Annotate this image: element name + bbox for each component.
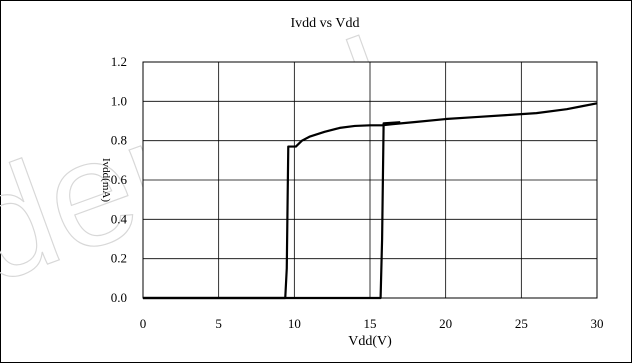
x-tick-label: 0 [140, 316, 147, 331]
x-tick-label: 10 [288, 316, 301, 331]
x-axis-title: Vdd(V) [348, 334, 392, 349]
series-line-2 [143, 121, 401, 300]
grid-lines [143, 62, 597, 298]
x-tick-label: 25 [515, 316, 528, 331]
y-tick-label: 0.4 [111, 211, 128, 226]
y-axis-title: Ivdd(mA) [100, 158, 112, 202]
y-tick-label: 0.0 [111, 290, 127, 305]
series-lines [143, 102, 598, 300]
x-tick-label: 20 [439, 316, 452, 331]
y-tick-label: 0.2 [111, 251, 127, 266]
x-tick-label: 30 [591, 316, 604, 331]
series-line-1 [143, 102, 598, 300]
y-tick-label: 0.6 [111, 172, 128, 187]
x-tick-label: 15 [364, 316, 377, 331]
x-axis-ticks: 0 5 10 15 20 25 30 [140, 316, 604, 331]
y-tick-label: 0.8 [111, 133, 127, 148]
x-tick-label: 5 [215, 316, 222, 331]
y-axis-ticks: 0.0 0.2 0.4 0.6 0.8 1.0 1.2 [111, 54, 128, 305]
y-tick-label: 1.0 [111, 93, 127, 108]
chart-title: Ivdd vs Vdd [291, 16, 360, 31]
y-tick-label: 1.2 [111, 54, 127, 69]
